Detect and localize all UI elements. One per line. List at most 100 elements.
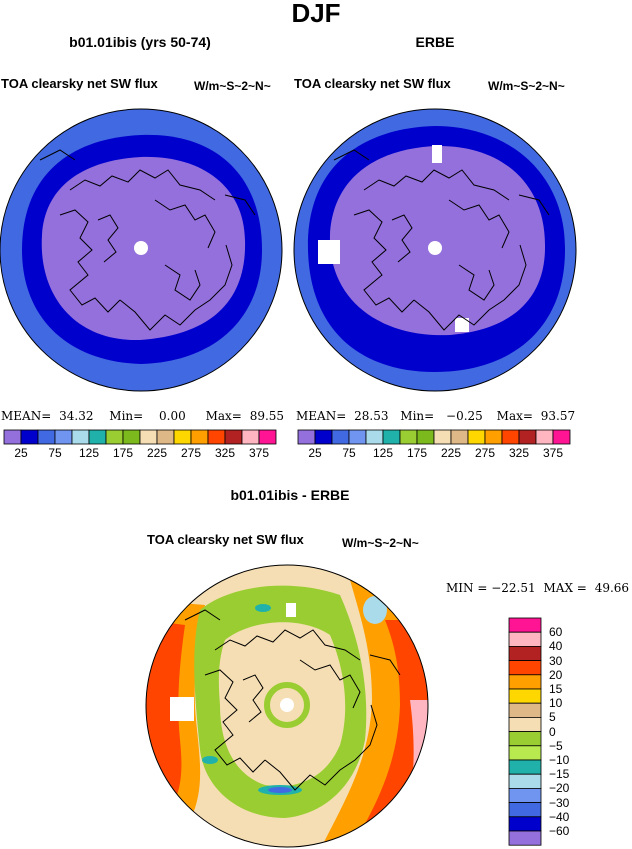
colorbar-swatch [207,429,226,445]
colorbar-model [3,429,277,445]
coastline-right [333,149,550,331]
colorbar-tick-label: 275 [474,446,496,460]
stats-obs: MEAN= 28.53 Min= −0.25 Max= 93.57 [296,409,576,423]
colorbar-tick-label: −10 [549,753,570,767]
colorbar-swatch [508,688,542,704]
pole-ring [264,682,310,728]
map-border-diff [145,564,429,848]
colorbar-tick-label: 40 [549,639,563,654]
colorbar-swatch [508,731,542,747]
stats-model: MEAN= 34.32 Min= 0.00 Max= 89.55 [1,409,285,423]
colorbar-swatch [139,429,158,445]
panel-left-label-obs: TOA clearsky net SW flux [294,76,451,91]
colorbar-swatch [508,759,542,775]
coastline-left [39,149,256,331]
colorbar-swatch [241,429,260,445]
missing-data-diff-1 [170,697,194,721]
colorbar-tick-label: 125 [372,446,394,460]
colorbar-swatch [535,429,554,445]
colorbar-swatch [508,745,542,761]
map-border-left [0,108,283,392]
colorbar-tick-label: 75 [342,446,356,460]
map-obs [294,109,576,391]
coastline-diff [184,609,401,791]
colorbar-swatch [508,646,542,662]
panel-title-obs: ERBE [415,34,455,50]
diff-neg-patch-2 [268,787,292,793]
colorbar-swatch [71,429,90,445]
colorbar-swatch [382,429,401,445]
map-border-right [293,108,577,392]
map-model [0,109,282,391]
colorbar-obs [297,429,571,445]
diff-left-label: TOA clearsky net SW flux [147,532,304,547]
colorbar-swatch [156,429,175,445]
colorbar-tick-label: 15 [549,682,563,696]
colorbar-swatch [54,429,73,445]
colorbar-swatch [508,830,542,846]
colorbar-tick-label: 5 [549,710,556,725]
diff-neg-patch-5 [363,596,387,624]
colorbar-swatch [508,788,542,804]
colorbar-swatch [122,429,141,445]
pole-marker-left [134,241,148,255]
missing-data-1 [318,240,340,264]
colorbar-tick-label: 25 [308,446,322,460]
colorbar-swatch [3,429,22,445]
colorbar-swatch [508,773,542,789]
colorbar-tick-label: 375 [248,446,270,460]
colorbar-swatch [508,802,542,818]
diff-right-label: W/m~S~2~N~ [342,536,419,550]
colorbar-swatch [224,429,243,445]
colorbar-tick-label: 325 [508,446,530,460]
colorbar-swatch [258,429,277,445]
colorbar-swatch [190,429,209,445]
colorbar-swatch [508,660,542,676]
colorbar-tick-label: 25 [14,446,28,460]
colorbar-swatch [433,429,452,445]
panel-right-label-model: W/m~S~2~N~ [194,79,271,93]
colorbar-tick-label: 175 [112,446,134,460]
colorbar-tick-label: −20 [549,781,570,796]
colorbar-swatch [484,429,503,445]
colorbar-tick-label: 225 [146,446,168,460]
band-25-purple-right [329,145,546,336]
colorbar-tick-label: 275 [180,446,202,460]
colorbar-swatch [365,429,384,445]
panel-right-label-obs: W/m~S~2~N~ [488,79,565,93]
pole-marker-right [428,241,442,255]
diff-title: b01.01ibis - ERBE [230,487,350,503]
colorbar-tick-label: 175 [406,446,428,460]
colorbar-swatch [508,631,542,647]
missing-data-3 [455,318,469,332]
colorbar-swatch [20,429,39,445]
colorbar-tick-label: 225 [440,446,462,460]
colorbar-tick-label: 75 [48,446,62,460]
colorbar-tick-label: −60 [549,824,570,838]
colorbar-swatch [508,674,542,690]
colorbar-swatch [37,429,56,445]
colorbar-swatch [331,429,350,445]
colorbar-swatch [508,816,542,832]
colorbar-swatch [105,429,124,445]
colorbar-tick-label: 30 [549,653,563,668]
colorbar-swatch [450,429,469,445]
diff-stats: MIN = −22.51 MAX = 49.66 [446,581,630,595]
panel-left-label-model: TOA clearsky net SW flux [1,76,158,91]
colorbar-swatch [501,429,520,445]
colorbar-tick-label: −30 [549,795,570,810]
colorbar-tick-label: 20 [549,667,563,682]
colorbar-swatch [297,429,316,445]
page-title: DJF [291,0,341,28]
colorbar-tick-label: 325 [214,446,236,460]
colorbar-tick-label: 60 [549,625,563,640]
colorbar-swatch [518,429,537,445]
colorbar-swatch [552,429,571,445]
colorbar-tick-label: 125 [78,446,100,460]
colorbar-tick-label: −5 [549,738,563,753]
colorbar-tick-label: −15 [549,767,570,782]
colorbar-swatch [314,429,333,445]
panel-title-model: b01.01ibis (yrs 50-74) [69,34,211,50]
missing-data-diff-2 [286,603,296,617]
